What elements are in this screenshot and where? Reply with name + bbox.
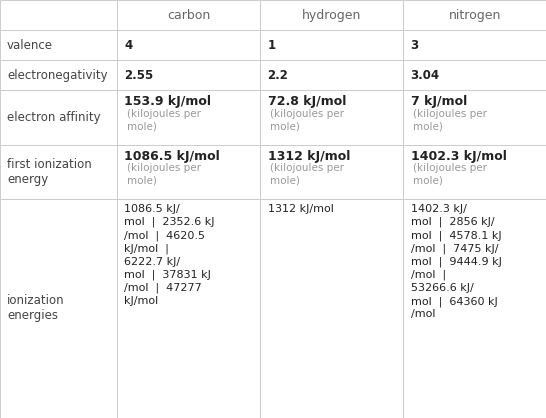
Bar <box>117 0 260 30</box>
Text: (kilojoules per
mole): (kilojoules per mole) <box>413 109 488 131</box>
Bar <box>403 30 546 60</box>
Bar <box>0 145 117 199</box>
Bar <box>403 145 546 199</box>
Text: nitrogen: nitrogen <box>449 8 501 22</box>
Bar <box>403 60 546 90</box>
Text: 4: 4 <box>124 38 133 52</box>
Bar <box>0 60 117 90</box>
Text: 1312 kJ/mol: 1312 kJ/mol <box>268 150 350 163</box>
Bar <box>260 145 403 199</box>
Text: (kilojoules per
mole): (kilojoules per mole) <box>413 163 488 186</box>
Bar <box>0 90 117 145</box>
Bar <box>117 145 260 199</box>
Bar <box>403 90 546 145</box>
Bar <box>117 60 260 90</box>
Bar <box>260 90 403 145</box>
Text: carbon: carbon <box>167 8 211 22</box>
Bar <box>0 30 117 60</box>
Text: 3.04: 3.04 <box>411 69 440 82</box>
Text: 1402.3 kJ/mol: 1402.3 kJ/mol <box>411 150 507 163</box>
Text: electronegativity: electronegativity <box>7 69 108 82</box>
Text: (kilojoules per
mole): (kilojoules per mole) <box>127 163 201 186</box>
Text: ionization
energies: ionization energies <box>7 295 65 322</box>
Text: 1402.3 kJ/
mol  |  2856 kJ/
mol  |  4578.1 kJ
/mol  |  7475 kJ/
mol  |  9444.9 k: 1402.3 kJ/ mol | 2856 kJ/ mol | 4578.1 k… <box>411 204 501 319</box>
Bar <box>403 199 546 418</box>
Bar <box>260 0 403 30</box>
Text: 7 kJ/mol: 7 kJ/mol <box>411 95 467 108</box>
Text: hydrogen: hydrogen <box>302 8 361 22</box>
Text: 1312 kJ/mol: 1312 kJ/mol <box>268 204 334 214</box>
Bar <box>260 60 403 90</box>
Bar <box>260 199 403 418</box>
Text: valence: valence <box>7 38 53 52</box>
Bar <box>0 199 117 418</box>
Text: 153.9 kJ/mol: 153.9 kJ/mol <box>124 95 211 108</box>
Text: 2.2: 2.2 <box>268 69 288 82</box>
Text: (kilojoules per
mole): (kilojoules per mole) <box>270 163 345 186</box>
Text: 1086.5 kJ/
mol  |  2352.6 kJ
/mol  |  4620.5
kJ/mol  |
6222.7 kJ/
mol  |  37831 : 1086.5 kJ/ mol | 2352.6 kJ /mol | 4620.5… <box>124 204 215 306</box>
Bar <box>117 30 260 60</box>
Text: 2.55: 2.55 <box>124 69 154 82</box>
Text: 3: 3 <box>411 38 419 52</box>
Bar <box>117 90 260 145</box>
Text: 72.8 kJ/mol: 72.8 kJ/mol <box>268 95 346 108</box>
Bar <box>403 0 546 30</box>
Text: 1086.5 kJ/mol: 1086.5 kJ/mol <box>124 150 220 163</box>
Text: 1: 1 <box>268 38 276 52</box>
Text: first ionization
energy: first ionization energy <box>7 158 92 186</box>
Bar <box>260 30 403 60</box>
Text: (kilojoules per
mole): (kilojoules per mole) <box>270 109 345 131</box>
Bar <box>117 199 260 418</box>
Bar <box>0 0 117 30</box>
Text: (kilojoules per
mole): (kilojoules per mole) <box>127 109 201 131</box>
Text: electron affinity: electron affinity <box>7 111 100 124</box>
